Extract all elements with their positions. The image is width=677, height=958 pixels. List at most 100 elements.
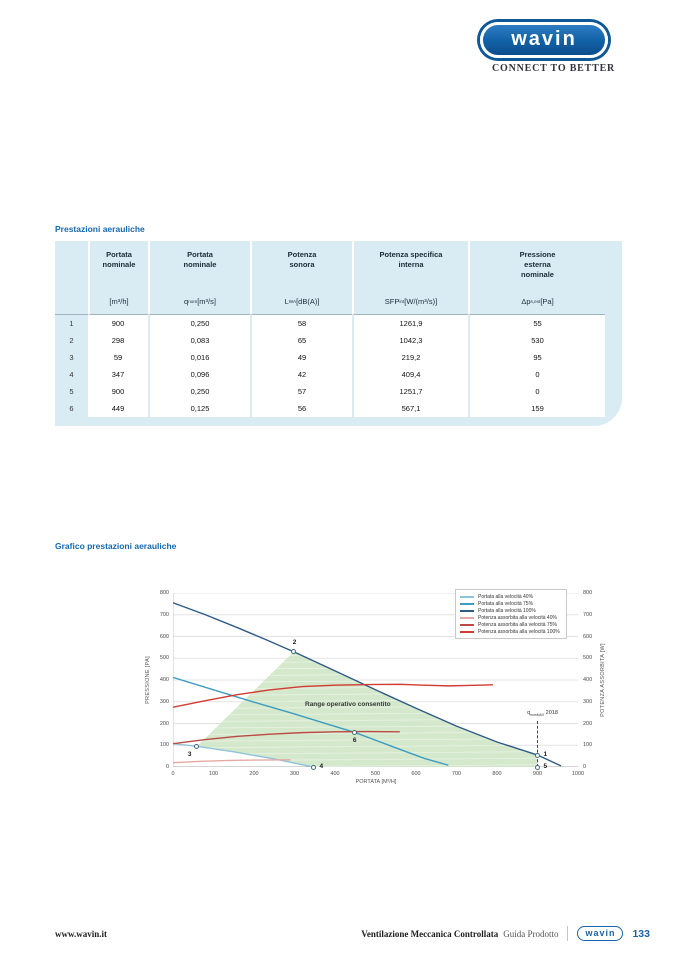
unit-cell: SFP int [W/(m³/s)]: [352, 289, 468, 315]
row-number: 6: [69, 404, 74, 413]
footer-right-group: Ventilazione Meccanica Controllata Guida…: [361, 926, 650, 941]
footer-doc-title: Ventilazione Meccanica Controllata: [361, 928, 499, 939]
operating-range-region: [196, 651, 538, 767]
x-axis-tick: 100: [208, 771, 219, 777]
row-number: 2: [69, 336, 74, 345]
table-cell: 0,096: [148, 366, 250, 383]
data-point-marker: [311, 764, 317, 770]
performance-chart: PRESSIONE [PA] POTENZA ASSORBITA [W] POR…: [140, 583, 620, 793]
row-number: 4: [69, 370, 74, 379]
y-axis-tick-right: 700: [583, 611, 593, 618]
y-axis-tick-right: 100: [583, 742, 593, 749]
x-axis-tick: 300: [289, 771, 300, 777]
series-line: [173, 744, 314, 767]
footer-website-link: www.wavin.it: [55, 929, 108, 939]
footer-doc-subtitle: Guida Prodotto: [503, 928, 559, 939]
x-axis-tick: 200: [249, 771, 259, 777]
y-axis-tick-right: 400: [583, 677, 593, 683]
data-point-label: 4: [319, 763, 324, 770]
table-cell: 1261,9: [352, 315, 468, 332]
data-point-label: 2: [292, 638, 297, 646]
performance-table: Portata nominale Portata nominale Potenz…: [55, 241, 622, 426]
y-axis-tick-left: 800: [159, 590, 169, 596]
legend-item: Potenza assorbita alla velocità 40%: [460, 614, 560, 621]
legend-item: Potenza assorbita alla velocità 100%: [460, 628, 560, 635]
table-header-row: Portata nominale Portata nominale Potenz…: [55, 241, 605, 289]
legend-line-swatch: [460, 602, 474, 605]
x-axis-tick: 700: [451, 771, 462, 777]
table-units-row: [m³/h] q nom [m³/s] L WA [dB(A)] SFP int [W…: [55, 289, 605, 315]
data-point-label: 3: [187, 751, 192, 759]
legend-item: Potenza assorbita alla velocità 75%: [460, 621, 560, 628]
series-line: [173, 684, 493, 707]
legend-label: Portata alla velocità 75%: [478, 600, 534, 607]
series-line: [173, 760, 290, 763]
x-axis-tick: 800: [492, 771, 502, 777]
page-number: 133: [632, 927, 650, 940]
table-cell: 219,2: [352, 349, 468, 366]
qnommax-dashed-line: [537, 721, 538, 767]
x-axis-tick: 1000: [571, 771, 585, 777]
table-cell: 0,083: [148, 332, 250, 349]
data-point-label: 5: [543, 763, 548, 770]
legend-label: Potenza assorbita alla velocità 100%: [478, 628, 560, 635]
wavin-logo: wavin: [480, 22, 608, 58]
table-row: 5 900 0,250 57 1251,7 0: [55, 383, 605, 400]
legend-item: Portata alla velocità 40%: [460, 593, 560, 600]
x-axis-tick: 0: [171, 771, 175, 777]
y-axis-tick-left: 100: [159, 742, 169, 749]
header-cell: Pressione esterna nominale: [468, 241, 605, 289]
data-point-marker: [194, 743, 200, 749]
table-cell: 95: [468, 349, 605, 366]
table-row: 3 59 0,016 49 219,2 95: [55, 349, 605, 366]
legend-line-swatch: [460, 595, 474, 598]
data-point-marker: [535, 752, 540, 758]
table-cell: 449: [88, 400, 148, 417]
table-cell: 900: [88, 383, 148, 400]
brand-tagline: CONNECT TO BETTER: [492, 63, 616, 74]
y-axis-tick-left: 500: [159, 655, 169, 662]
table-cell: 58: [250, 315, 352, 332]
data-point-marker: [291, 649, 297, 655]
y-axis-tick-left: 600: [159, 633, 169, 640]
series-line: [173, 732, 400, 744]
table-cell: 42: [250, 366, 352, 383]
x-axis-label: PORTATA [M³/H]: [355, 779, 397, 785]
y-axis-tick-right: 0: [583, 764, 587, 770]
header-cell-empty: [55, 241, 88, 289]
qnommax-annotation-label: qnomMAX 2018: [527, 710, 558, 718]
x-axis-tick: 500: [370, 771, 381, 777]
table-row: 6 449 0,125 56 567,1 159: [55, 400, 605, 417]
header-cell: Potenza specifica interna: [352, 241, 468, 289]
table-cell: 567,1: [352, 400, 468, 417]
table-cell: 1251,7: [352, 383, 468, 400]
x-axis-tick: 600: [411, 771, 421, 777]
header-cell: Portata nominale: [88, 241, 148, 289]
x-axis-tick: 900: [532, 771, 543, 777]
table-cell: 65: [250, 332, 352, 349]
table-cell: 0,250: [148, 383, 250, 400]
y-axis-tick-right: 500: [583, 655, 593, 662]
header-cell: Potenza sonora: [250, 241, 352, 289]
table-cell: 0: [468, 366, 605, 383]
unit-cell: L WA [dB(A)]: [250, 289, 352, 315]
y-axis-tick-right: 300: [583, 698, 593, 705]
table-cell: 530: [468, 332, 605, 349]
legend-label: Portata alla velocità 40%: [478, 593, 534, 600]
table-row: 2 298 0,083 65 1042,3 530: [55, 332, 605, 349]
data-point-label: 6: [352, 737, 357, 745]
table-row: 4 347 0,096 42 409,4 0: [55, 366, 605, 383]
y-axis-tick-left: 700: [159, 611, 169, 618]
data-point-marker: [535, 764, 540, 770]
table-cell: 0,250: [148, 315, 250, 332]
table-section-title: Prestazioni aerauliche: [55, 224, 145, 234]
legend-item: Portata alla velocità 100%: [460, 607, 560, 614]
y-axis-label-right: POTENZA ASSORBITA [W]: [600, 643, 606, 717]
legend-line-swatch: [460, 623, 474, 626]
table-cell: 347: [88, 366, 148, 383]
unit-cell-empty: [55, 289, 88, 315]
wavin-logo-text: wavin: [511, 27, 577, 50]
table-body: 1 900 0,250 58 1261,9 55 2 298 0,083 65 1042,3 530 3…: [55, 315, 605, 417]
header-cell: Portata nominale: [148, 241, 250, 289]
